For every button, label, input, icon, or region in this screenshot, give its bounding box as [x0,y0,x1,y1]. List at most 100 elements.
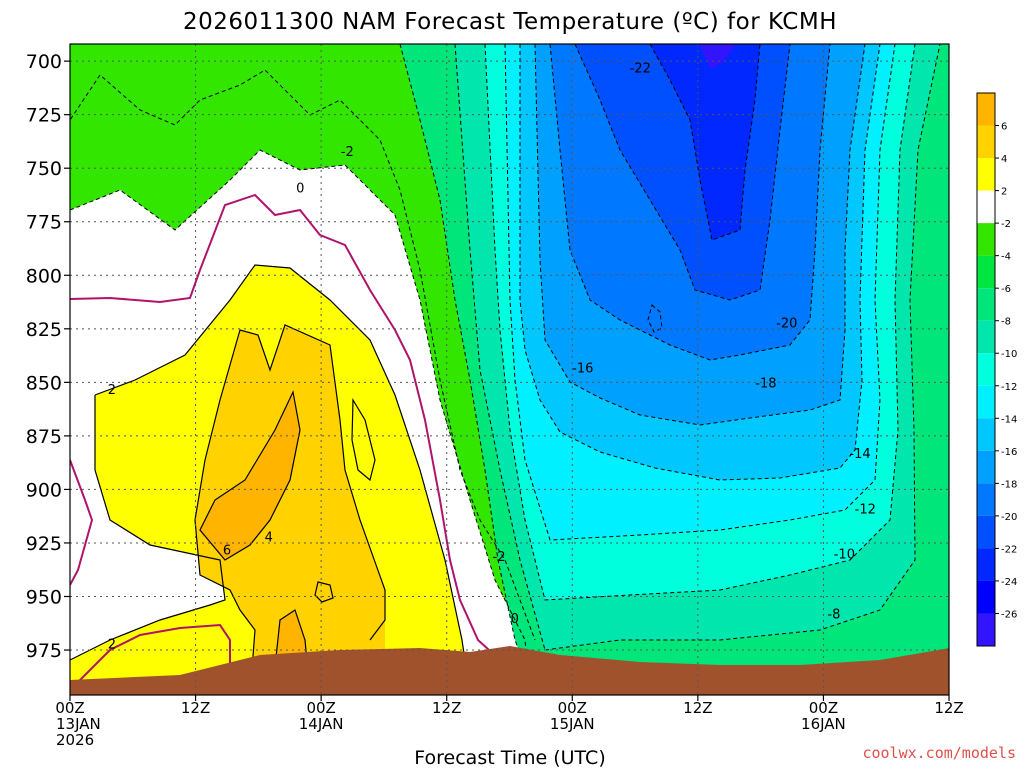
band-minus26 [700,44,735,70]
contour-label: 6 [223,543,231,558]
contour-label: -12 [855,503,876,518]
contour-label: -22 [630,62,651,77]
x-tick-label: 13JAN [56,715,101,733]
colorbar-label: 2 [1001,187,1007,198]
contour-label: -2 [493,550,506,565]
contour-minus22 [649,44,761,241]
contour-zero-lower [70,623,231,695]
colorbar-swatch [977,255,995,289]
contour-plus4-island [351,397,376,482]
x-tick-label: 15JAN [550,715,595,733]
y-tick-label: 725 [26,105,62,127]
colorbar-label: 4 [1001,154,1007,165]
y-tick-label: 900 [26,479,62,501]
contour-label: 2 [108,383,116,398]
x-tick-label: 00Z [55,699,84,717]
contour-minus20-island [647,304,663,333]
colorbar-swatch [977,158,995,191]
band-plus6 [200,392,300,560]
contour-minus10 [484,44,916,601]
colorbar-label: -24 [1001,577,1017,588]
colorbar-label: -20 [1001,512,1017,523]
colorbar-swatch [977,93,995,126]
colorbar-label: -22 [1001,544,1017,555]
x-tick-label: 12Z [934,699,963,717]
contour-plus6 [199,390,301,561]
colorbar-swatch [977,288,995,321]
y-tick-label: 850 [26,372,62,394]
colorbar-swatch [977,125,995,159]
contour-minus14 [519,44,881,481]
colorbar-swatch [977,483,995,516]
colorbar-label: -16 [1001,447,1017,458]
contour-label: -18 [755,376,776,391]
colorbar-swatch [977,190,995,224]
y-tick-label: 775 [26,212,62,234]
contour-plus2 [94,264,471,695]
colorbar-swatch [977,320,995,354]
x-tick-label: 12Z [181,699,210,717]
band-minus24 [650,44,760,240]
contour-zero [70,193,521,671]
contour-label: 2 [108,638,116,653]
plot-frame [69,43,950,696]
x-tick-label: 00Z [558,699,587,717]
y-tick-label: 750 [26,158,62,180]
colorbar-label: -14 [1001,414,1017,425]
y-tick-label: 950 [26,586,62,608]
colorbar-label: -12 [1001,382,1017,393]
colorbar-label: -2 [1001,219,1011,230]
colorbar-swatch [977,515,995,549]
contour-plus4-dot [314,581,334,603]
contour-minus8-right [544,44,941,651]
x-tick-label: 00Z [809,699,838,717]
colorbar-swatch [977,580,995,614]
colorbar-label: 6 [1001,122,1007,133]
band-plus4 [195,325,385,695]
grid [70,44,949,695]
chart-title: 2026011300 NAM Forecast Temperature (ºC)… [183,9,837,35]
colorbar-swatch [977,223,995,256]
terrain [70,646,949,695]
contour-label: -16 [572,361,593,376]
contour-label: 4 [265,531,273,546]
colorbar-swatch [977,613,995,646]
contour-minus20 [574,44,791,301]
colorbar-swatch [977,385,995,419]
temperature-field [70,44,949,695]
y-tick-label: 975 [26,640,62,662]
colorbar-label: -4 [1001,252,1011,263]
x-tick-label: 12Z [683,699,712,717]
y-axis: 700 725 750 775 800 825 850 875 900 925 950 975 [26,51,70,662]
x-tick-label: 00Z [306,699,335,717]
y-tick-label: 700 [26,51,62,73]
colorbar-frame [976,92,996,647]
y-tick-label: 800 [26,265,62,287]
contour-minus12 [504,44,896,541]
y-tick-label: 825 [26,319,62,341]
contour-minus18 [549,44,831,361]
colorbar-swatch [977,418,995,451]
contour-minus4 [70,44,536,641]
colorbar-label: -8 [1001,317,1011,328]
colorbar-swatch [977,353,995,386]
x-tick-label: 14JAN [299,715,344,733]
contour-label: 0 [511,612,519,627]
x-tick-label: 16JAN [801,715,846,733]
contour-plus4-lower [194,519,256,695]
contour-minus6 [399,44,536,695]
contour-plus2-left [70,395,226,661]
colorbar-label: -26 [1001,609,1017,620]
contour-label: -20 [776,316,797,331]
contour-label: -8 [827,608,840,623]
contour-minus16 [534,44,866,426]
contour-plus4 [194,324,386,641]
colorbar-label: -18 [1001,479,1017,490]
colorbar: 6 4 2 -2 -4 -6 -8 -10 -12 -14 -16 -18 -20 -22 -24 -26 [976,92,1017,647]
contour-label: -10 [834,548,855,563]
colorbar-label: -10 [1001,349,1017,360]
contour-label: -2 [341,145,354,160]
